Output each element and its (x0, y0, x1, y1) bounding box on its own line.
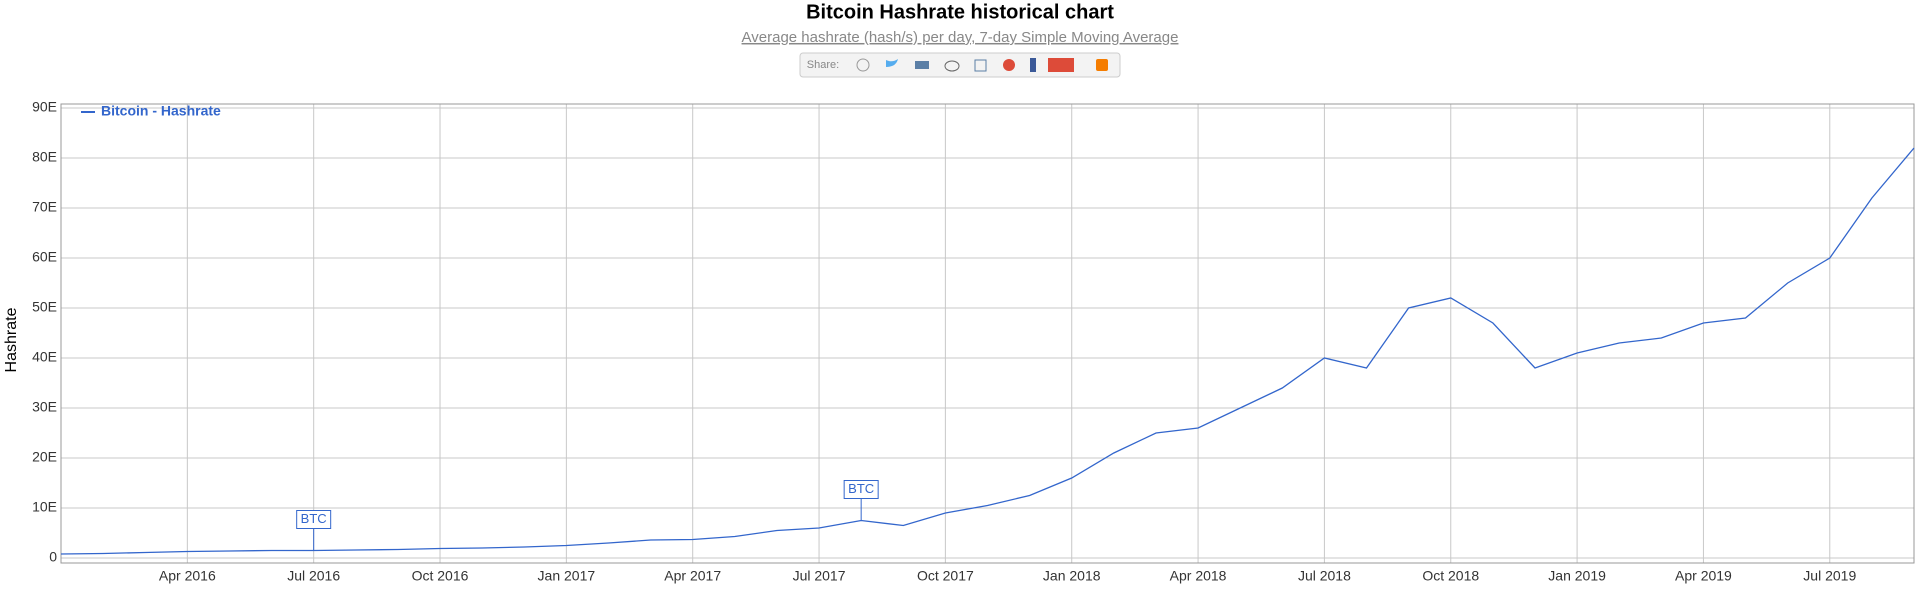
x-tick-label: Oct 2016 (412, 568, 469, 584)
y-tick-label: 10E (32, 499, 57, 515)
x-tick-label: Jan 2018 (1043, 568, 1101, 584)
x-tick-label: Oct 2017 (917, 568, 974, 584)
reddit-icon[interactable] (856, 58, 870, 72)
x-tick-label: Apr 2017 (664, 568, 721, 584)
blogger-icon[interactable] (1096, 59, 1108, 71)
share-bar: Share: (799, 52, 1121, 78)
legend-label: Bitcoin - Hashrate (101, 103, 221, 119)
y-tick-label: 0 (49, 549, 57, 565)
facebook-icon[interactable] (1030, 58, 1036, 72)
share-label: Share: (807, 59, 839, 71)
y-axis-label: Hashrate (3, 307, 20, 372)
x-tick-label: Jul 2016 (287, 568, 340, 584)
chart-subtitle: Average hashrate (hash/s) per day, 7-day… (742, 29, 1179, 46)
x-tick-label: Jul 2019 (1803, 568, 1856, 584)
data-line (60, 147, 1915, 555)
vk-icon[interactable] (915, 61, 929, 69)
x-tick-label: Jul 2018 (1298, 568, 1351, 584)
weibo-icon[interactable] (944, 60, 960, 72)
x-tick-label: Jan 2017 (538, 568, 596, 584)
x-tick-label: Jan 2019 (1548, 568, 1606, 584)
share-box (799, 52, 1121, 78)
y-tick-label: 30E (32, 399, 57, 415)
y-tick-label: 80E (32, 149, 57, 165)
flag-box (296, 510, 332, 529)
x-tick-label: Apr 2019 (1675, 568, 1732, 584)
like-icon[interactable] (974, 59, 987, 72)
y-tick-label: 40E (32, 349, 57, 365)
plusone-icon[interactable] (1048, 58, 1074, 72)
x-tick-label: Apr 2018 (1170, 568, 1227, 584)
flag-label: BTC (301, 511, 327, 526)
y-tick-label: 50E (32, 299, 57, 315)
y-tick-label: 90E (32, 99, 57, 115)
plot-border (60, 103, 1915, 564)
twitter-icon[interactable] (886, 59, 898, 67)
x-tick-label: Oct 2018 (1422, 568, 1479, 584)
chart-title: Bitcoin Hashrate historical chart (806, 1, 1114, 23)
x-tick-label: Jul 2017 (793, 568, 846, 584)
y-tick-label: 20E (32, 449, 57, 465)
y-tick-label: 70E (32, 199, 57, 215)
flag-label: BTC (848, 481, 874, 496)
y-tick-label: 60E (32, 249, 57, 265)
x-tick-label: Apr 2016 (159, 568, 216, 584)
gplus-icon[interactable] (1003, 59, 1015, 71)
flag-box (843, 480, 879, 499)
